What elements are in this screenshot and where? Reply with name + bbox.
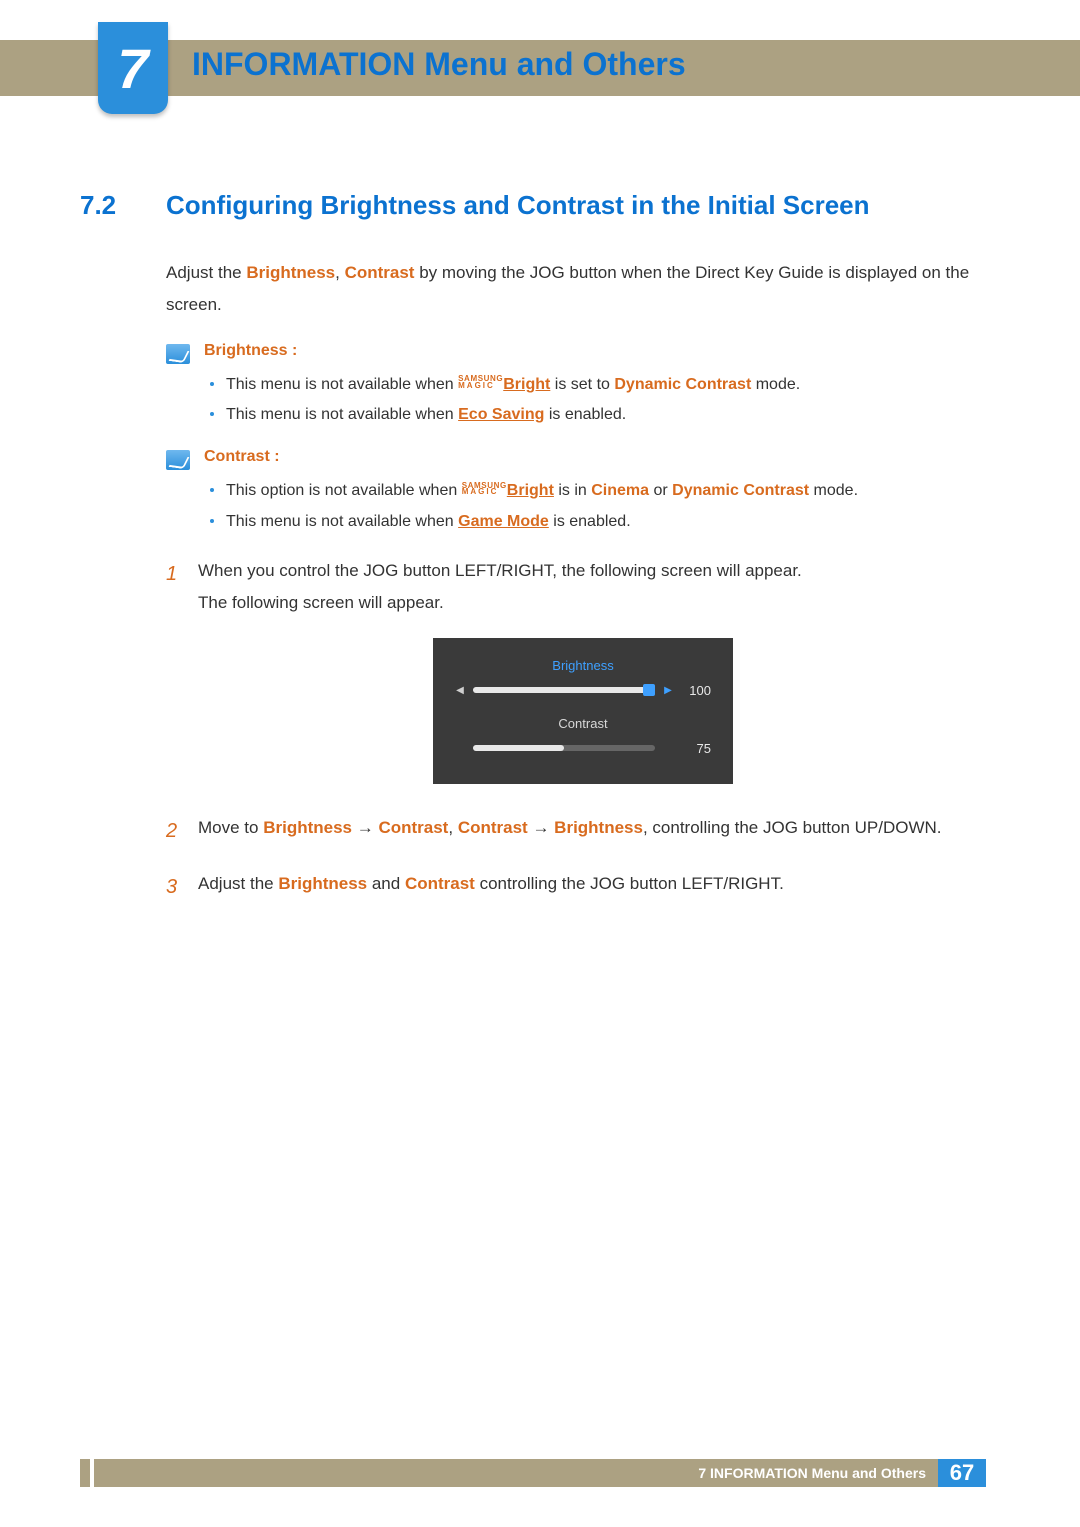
osd-contrast-value: 75 (681, 741, 711, 756)
note-icon (166, 450, 190, 470)
game-mode-link[interactable]: Game Mode (458, 513, 549, 530)
step-number: 3 (166, 868, 198, 906)
intro-paragraph: Adjust the Brightness, Contrast by movin… (166, 257, 1000, 322)
samsung-magic-logo: SAMSUNGMAGIC (462, 483, 507, 497)
step-number: 2 (166, 812, 198, 850)
osd-slider-fill (473, 687, 655, 693)
osd-screenshot: Brightness ◀ ▶ 100 Contrast ◀ ▶ 75 (166, 638, 1000, 784)
footer-text: 7 INFORMATION Menu and Others (698, 1465, 926, 1481)
osd-brightness-value: 100 (681, 683, 711, 698)
eco-saving-link[interactable]: Eco Saving (458, 406, 544, 423)
step-2: 2 Move to Brightness → Contrast, Contras… (166, 812, 1000, 850)
osd-panel: Brightness ◀ ▶ 100 Contrast ◀ ▶ 75 (433, 638, 733, 784)
note-contrast: Contrast : This option is not available … (166, 448, 1000, 537)
osd-brightness-label: Brightness (455, 658, 711, 673)
osd-contrast-bar: ◀ ▶ 75 (455, 741, 711, 756)
chapter-number: 7 (117, 36, 148, 101)
note-item: This menu is not available when Game Mod… (204, 507, 1000, 537)
right-arrow-icon: ▶ (663, 685, 673, 696)
note-title-brightness: Brightness (204, 342, 288, 359)
note-title-contrast: Contrast (204, 448, 270, 465)
note-item: This menu is not available when SAMSUNGM… (204, 370, 1000, 400)
section-number: 7.2 (80, 190, 166, 221)
content-area: 7.2 Configuring Brightness and Contrast … (80, 190, 1000, 924)
chapter-number-box: 7 (98, 22, 168, 114)
note-icon (166, 344, 190, 364)
section-title: Configuring Brightness and Contrast in t… (166, 190, 870, 221)
contrast-term: Contrast (345, 263, 415, 282)
note-item: This option is not available when SAMSUN… (204, 476, 1000, 506)
footer-band: 7 INFORMATION Menu and Others 67 (94, 1459, 986, 1487)
note-brightness: Brightness : This menu is not available … (166, 342, 1000, 431)
magic-bright-link[interactable]: Bright (507, 482, 554, 499)
chapter-title: INFORMATION Menu and Others (192, 46, 686, 83)
samsung-magic-logo: SAMSUNGMAGIC (458, 376, 503, 390)
footer-accent-bar (80, 1459, 90, 1487)
brightness-term: Brightness (246, 263, 335, 282)
osd-brightness-bar: ◀ ▶ 100 (455, 683, 711, 698)
page-number: 67 (938, 1459, 986, 1487)
section-heading: 7.2 Configuring Brightness and Contrast … (80, 190, 1000, 221)
step-number: 1 (166, 555, 198, 620)
osd-slider-knob (643, 684, 655, 696)
step-3: 3 Adjust the Brightness and Contrast con… (166, 868, 1000, 906)
osd-slider-track (473, 745, 655, 751)
note-item: This menu is not available when Eco Savi… (204, 400, 1000, 430)
osd-contrast-label: Contrast (455, 716, 711, 731)
left-arrow-icon: ◀ (455, 685, 465, 696)
osd-slider-track (473, 687, 655, 693)
step-1: 1 When you control the JOG button LEFT/R… (166, 555, 1000, 620)
magic-bright-link[interactable]: Bright (503, 376, 550, 393)
osd-slider-fill (473, 745, 564, 751)
